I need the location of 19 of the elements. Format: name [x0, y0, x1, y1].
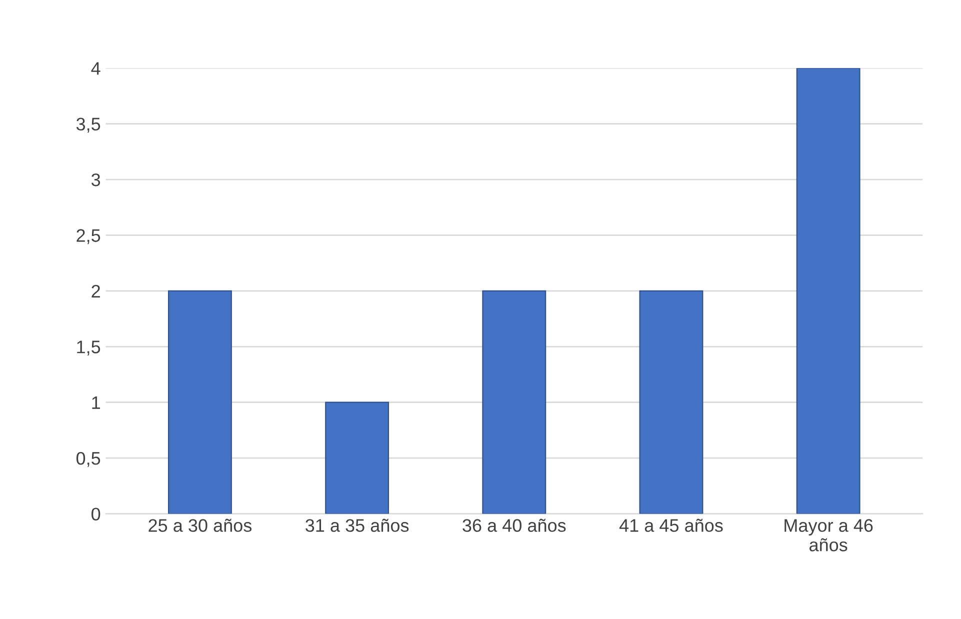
y-tick-label: 3,5 — [76, 118, 100, 133]
y-tick-label: 1 — [92, 396, 100, 409]
x-tick-label: 31 a 35 años — [306, 518, 409, 532]
bar — [325, 402, 390, 514]
x-tick-label: 41 a 45 años — [619, 518, 723, 532]
x-tick-label: 25 a 30 años — [148, 518, 252, 532]
y-tick-label: 2,5 — [76, 229, 100, 244]
bar — [168, 290, 232, 514]
y-tick-label: 1,5 — [77, 340, 100, 356]
y-tick-label: 4 — [91, 62, 100, 75]
y-tick-label: 3 — [91, 173, 100, 186]
bar — [482, 290, 546, 514]
bar — [639, 290, 704, 514]
y-tick-label: 0,5 — [76, 452, 100, 467]
x-tick-label: Mayor a 46 años — [784, 519, 873, 552]
bar — [796, 68, 860, 514]
x-tick-label: 36 a 40 años — [462, 518, 566, 532]
y-tick-label: 0 — [92, 508, 100, 520]
y-tick-label: 2 — [92, 284, 100, 298]
